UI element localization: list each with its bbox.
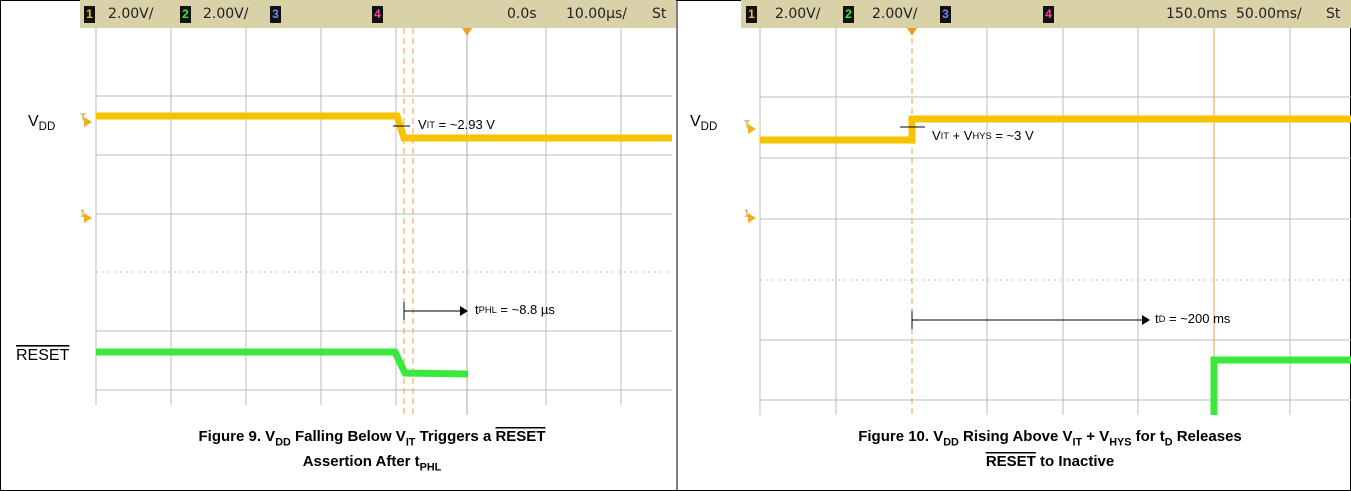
text-segment: Figure 9. V [199,428,276,445]
run-status: St [1326,6,1341,22]
text-segment: V [690,113,701,130]
text-segment: V [28,113,39,130]
text-segment: DD [943,437,959,449]
channel-scale: 2.00V/ [775,6,821,22]
rich-text: tPHL = ~8.8 µs [475,302,555,317]
frame [1,1,1351,491]
trace-marker: 1 [80,209,86,220]
text-segment: PHL [420,462,442,474]
trace-marker: T [744,120,750,131]
text-segment: for t [1131,428,1164,445]
channel-number: 4 [1045,7,1052,21]
trace-marker: T [80,113,86,124]
text-segment: = ~8.8 µs [497,302,556,317]
text-segment: Falling Below V [291,428,406,445]
text-segment: DD [39,121,56,133]
channel-number: 1 [86,7,93,21]
figure-page: 12.00V/22.00V/340.0s10.00µs/StT1VDDRESET… [0,0,1351,491]
text-segment: HYS [1109,437,1131,449]
text-segment: Triggers a [415,428,495,445]
channel-number: 3 [272,7,279,21]
text-segment: to Inactive [1036,453,1114,470]
text-segment: V [418,117,427,132]
rich-text: VIT = ~2.93 V [418,117,495,132]
text-segment: PHL [479,305,497,315]
text-segment: IT [1072,437,1082,449]
rich-text: VIT + VHYS = ~3 V [932,128,1034,143]
text-segment: IT [406,437,416,449]
text-segment: = ~3 V [992,128,1034,143]
trigger-delay: 0.0s [507,6,537,22]
text-segment: IT [427,120,436,130]
text-segment: RESET [16,347,70,364]
rich-text: RESET to Inactive [986,453,1114,470]
text-segment: D [1165,437,1173,449]
rich-text: tD = ~200 ms [1155,311,1231,326]
trace-marker: 1 [744,209,750,220]
text-segment: Figure 10. V [858,428,943,445]
text-segment: + V [1082,428,1109,445]
text-segment: V [932,128,941,143]
channel-scale: 2.00V/ [108,6,154,22]
channel-number: 2 [845,7,852,21]
text-segment: = ~200 ms [1165,311,1231,326]
channel-number: 4 [374,7,381,21]
trigger-delay: 150.0ms [1166,6,1227,22]
channel-number: 3 [942,7,949,21]
text-segment: DD [275,437,291,449]
timebase: 10.00µs/ [566,6,627,22]
channel-number: 2 [182,7,189,21]
text-segment: RESET [495,428,545,445]
run-status: St [652,6,667,22]
text-segment: + V [949,128,973,143]
channel-scale: 2.00V/ [872,6,918,22]
text-segment: HYS [972,131,991,141]
text-segment: = ~2.93 V [435,117,495,132]
timebase: 50.00ms/ [1236,6,1302,22]
text-segment: Releases [1173,428,1242,445]
channel-scale: 2.00V/ [203,6,249,22]
text-segment: Rising Above V [959,428,1073,445]
channel-number: 1 [748,7,755,21]
rich-text: RESET [16,347,70,364]
text-segment: DD [701,121,718,133]
text-segment: Assertion After t [303,453,420,470]
text-segment: RESET [986,453,1036,470]
text-segment: IT [941,131,950,141]
